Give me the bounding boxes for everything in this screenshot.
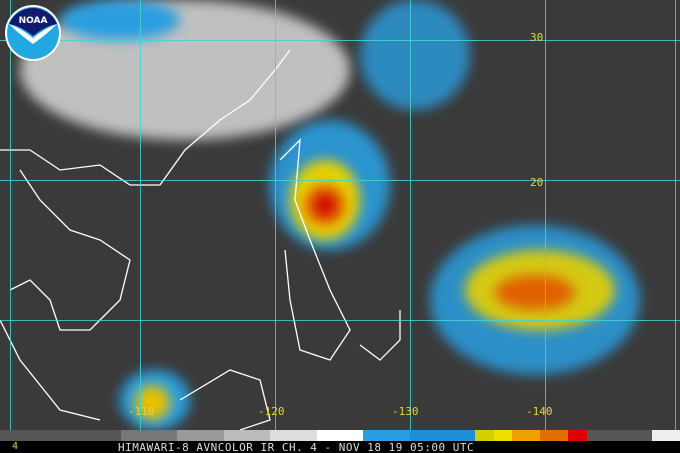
scale-swatch (540, 430, 569, 441)
longitude-line (545, 0, 546, 430)
latitude-line (0, 40, 680, 41)
longitude-line (275, 0, 276, 430)
image-caption: HIMAWARI-8 AVNCOLOR IR CH. 4 - NOV 18 19… (118, 441, 475, 453)
scale-swatch (121, 430, 177, 441)
longitude-label: -130 (392, 405, 419, 418)
coastlines (0, 49, 401, 430)
scale-swatch (270, 430, 317, 441)
cloud-band (360, 0, 470, 110)
longitude-line (140, 0, 141, 430)
typhoon-eye (315, 195, 335, 215)
scale-swatch (176, 430, 224, 441)
storm-cluster-inner (495, 275, 575, 310)
corner-label: 4 (12, 441, 19, 452)
scale-swatch (568, 430, 587, 441)
scale-swatch (223, 430, 271, 441)
latitude-line (0, 180, 680, 181)
color-scale (0, 430, 680, 441)
longitude-line (675, 0, 676, 430)
scale-swatch (0, 430, 122, 441)
cloud-band (60, 0, 180, 40)
longitude-line (10, 0, 11, 430)
scale-swatch (475, 430, 494, 441)
longitude-label: -110 (128, 405, 155, 418)
latitude-label: 30 (530, 31, 544, 44)
scale-swatch (512, 430, 541, 441)
longitude-label: -140 (526, 405, 553, 418)
longitude-label: -120 (258, 405, 285, 418)
scale-swatch (316, 430, 364, 441)
scale-swatch (493, 430, 513, 441)
longitude-line (410, 0, 411, 430)
latitude-label: 20 (530, 176, 544, 189)
noaa-logo: NOAA (5, 5, 61, 61)
scale-swatch (363, 430, 410, 441)
latitude-line (0, 320, 680, 321)
svg-text:NOAA: NOAA (19, 16, 48, 26)
scale-swatch (652, 430, 680, 441)
scale-swatch (586, 430, 653, 441)
scale-swatch (409, 430, 476, 441)
